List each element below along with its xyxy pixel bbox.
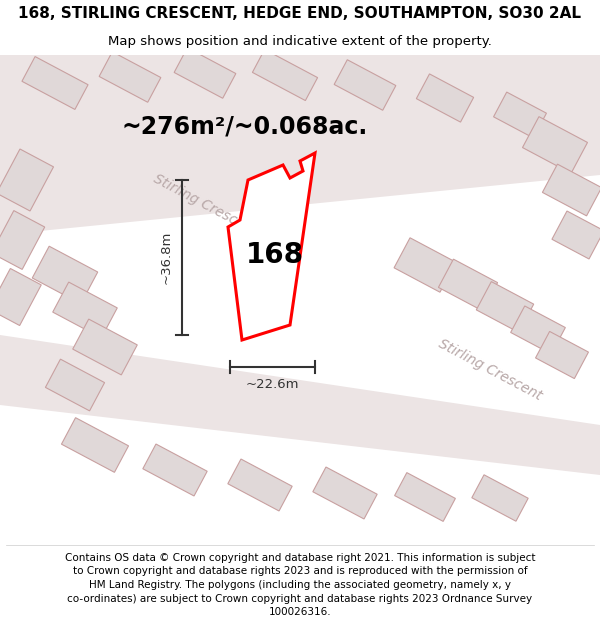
Polygon shape [32, 246, 98, 304]
Polygon shape [395, 472, 455, 521]
Polygon shape [46, 359, 104, 411]
Polygon shape [228, 153, 315, 340]
Text: Map shows position and indicative extent of the property.: Map shows position and indicative extent… [108, 35, 492, 48]
Polygon shape [552, 211, 600, 259]
Polygon shape [476, 282, 534, 332]
Text: 168, STIRLING CRESCENT, HEDGE END, SOUTHAMPTON, SO30 2AL: 168, STIRLING CRESCENT, HEDGE END, SOUTH… [19, 6, 581, 21]
Polygon shape [494, 92, 547, 138]
Text: 168: 168 [246, 241, 304, 269]
Polygon shape [61, 418, 128, 472]
Polygon shape [228, 459, 292, 511]
Text: ~36.8m: ~36.8m [160, 231, 173, 284]
Polygon shape [0, 211, 45, 269]
Text: ~276m²/~0.068ac.: ~276m²/~0.068ac. [122, 115, 368, 139]
Polygon shape [511, 306, 565, 354]
Polygon shape [174, 48, 236, 98]
Polygon shape [334, 60, 396, 110]
Polygon shape [253, 49, 317, 101]
Polygon shape [0, 335, 600, 475]
Polygon shape [143, 444, 207, 496]
Polygon shape [542, 164, 600, 216]
Polygon shape [394, 238, 456, 292]
Text: Stirling Crescent: Stirling Crescent [436, 337, 544, 403]
Polygon shape [439, 259, 497, 311]
Polygon shape [22, 56, 88, 109]
Polygon shape [0, 55, 600, 235]
Polygon shape [472, 475, 528, 521]
Polygon shape [536, 331, 589, 379]
Polygon shape [99, 52, 161, 102]
Polygon shape [0, 149, 53, 211]
Polygon shape [523, 117, 587, 173]
Polygon shape [0, 269, 41, 326]
Polygon shape [53, 282, 117, 338]
Text: ~22.6m: ~22.6m [246, 379, 299, 391]
Text: Contains OS data © Crown copyright and database right 2021. This information is : Contains OS data © Crown copyright and d… [65, 552, 535, 618]
Polygon shape [73, 319, 137, 375]
Polygon shape [313, 467, 377, 519]
Text: Stirling Crescent: Stirling Crescent [151, 172, 259, 238]
Polygon shape [416, 74, 473, 122]
